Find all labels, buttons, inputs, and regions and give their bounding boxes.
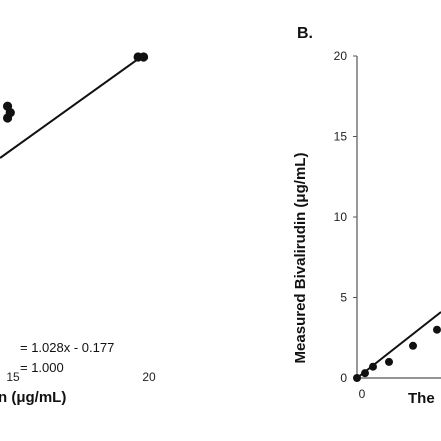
chart-panel-a: 15 20 = 1.028x - 0.177 = 1.000 n (μg/mL) <box>0 52 156 406</box>
panel-b-label: B. <box>297 25 313 42</box>
panel-a-x-axis-label: n (μg/mL) <box>0 389 66 406</box>
panel-a-x-ticks: 15 20 <box>6 370 156 384</box>
panel-a-data-point <box>5 108 15 118</box>
panel-b-x-axis-label: The <box>408 390 435 407</box>
panel-b-data-point <box>361 369 369 378</box>
panel-b-x-ticks: 0 <box>359 387 366 401</box>
panel-b-points <box>353 325 441 382</box>
panel-a-data-point <box>138 52 149 62</box>
panel-b-data-point <box>409 341 417 350</box>
panel-a-x-tick-label: 15 <box>6 370 20 384</box>
panel-b-data-point <box>385 357 393 366</box>
panel-b-x-tick-label: 0 <box>359 387 366 401</box>
panel-b-data-point <box>353 374 361 382</box>
panel-b-y-tick-label: 0 <box>340 371 347 385</box>
panel-b-y-ticks: 0 5 10 15 20 <box>334 49 357 385</box>
panel-b-y-tick-label: 5 <box>340 291 347 305</box>
panel-a-r-squared: = 1.000 <box>20 360 64 375</box>
panel-b-data-point <box>433 325 441 334</box>
panel-b-y-axis-label: Measured Bivalirudin (μg/mL) <box>292 153 309 364</box>
chart-panel-b: B. 0 5 10 15 20 0 Measured Bivalirudin (μg/m… <box>292 25 441 407</box>
panel-a-x-tick-label: 20 <box>142 370 156 384</box>
panel-a-trendline <box>0 54 145 159</box>
panel-b-y-tick-label: 15 <box>334 130 348 144</box>
panel-a-points <box>2 52 149 123</box>
panel-b-data-point <box>369 362 377 371</box>
panel-b-y-tick-label: 20 <box>334 49 348 63</box>
panel-a-equation: = 1.028x - 0.177 <box>20 340 114 355</box>
panel-b-y-tick-label: 10 <box>334 210 348 224</box>
